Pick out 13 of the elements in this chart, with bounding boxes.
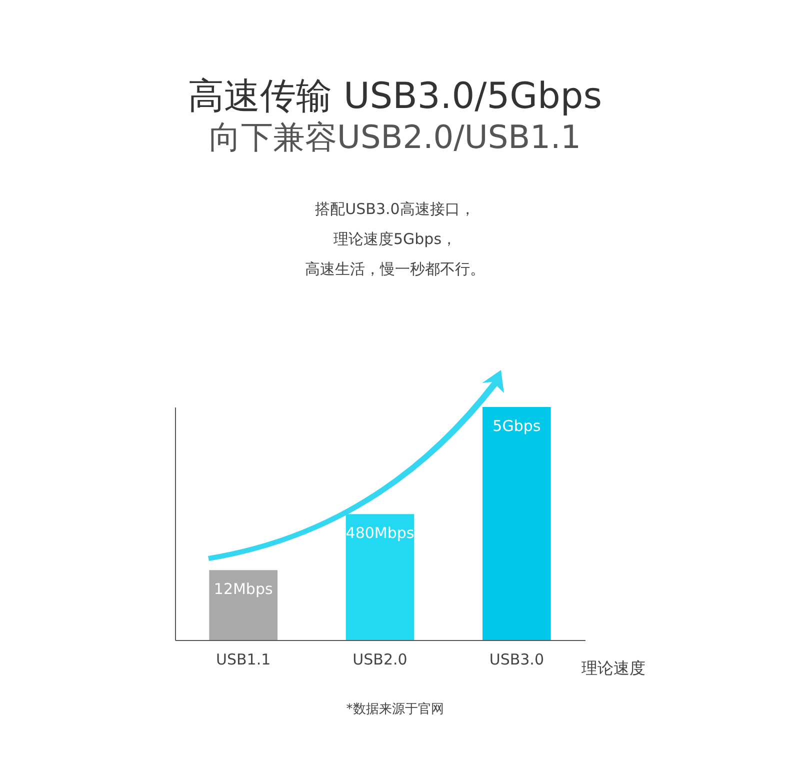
x-tick-label: USB3.0: [489, 650, 544, 668]
annotation: 5Gbps: [492, 417, 541, 435]
x-tick-label: USB1.1: [216, 650, 271, 668]
x-axis-title: 理论速度: [582, 658, 646, 678]
chart-subtitle: 向下兼容USB2.0/USB1.1: [208, 117, 582, 158]
text: 理论速度5Gbps，: [332, 230, 458, 249]
x-tick-label: USB2.0: [352, 650, 408, 668]
text: *数据来源于官网: [345, 701, 445, 718]
chart-title: 高速传输 USB3.0/5Gbps: [188, 76, 602, 117]
annotation: 12Mbps: [214, 580, 273, 598]
annotation: 480Mbps: [346, 524, 414, 542]
text: 搭配USB3.0高速接口，: [314, 200, 476, 219]
text: 高速生活，慢一秒都不行。: [304, 260, 486, 279]
